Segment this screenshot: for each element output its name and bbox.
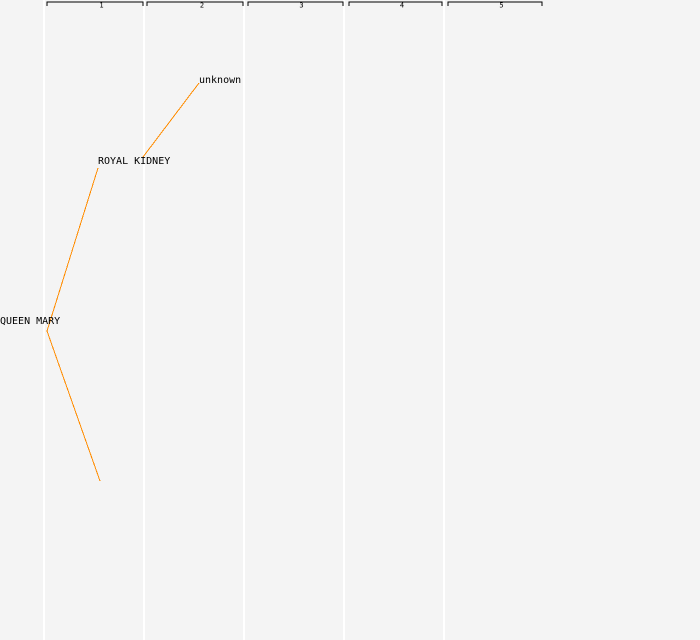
generation-number: 1 <box>99 2 103 10</box>
node-label-royal-kidney[interactable]: ROYAL KIDNEY <box>98 156 171 167</box>
generation-bracket <box>146 1 244 6</box>
pedigree-edge <box>46 167 99 332</box>
generation-number: 2 <box>200 2 204 10</box>
generation-bracket <box>348 1 443 6</box>
pedigree-edge <box>46 330 101 482</box>
generation-number: 4 <box>400 2 404 10</box>
generation-bracket <box>447 1 543 6</box>
generation-number: 5 <box>499 2 503 10</box>
node-label-unknown[interactable]: unknown <box>199 75 242 86</box>
generation-bracket <box>46 1 144 6</box>
node-label-queen-mary[interactable]: QUEEN MARY <box>0 316 61 327</box>
pedigree-edge <box>142 82 200 158</box>
generation-bracket <box>247 1 344 6</box>
generation-number: 3 <box>299 2 303 10</box>
